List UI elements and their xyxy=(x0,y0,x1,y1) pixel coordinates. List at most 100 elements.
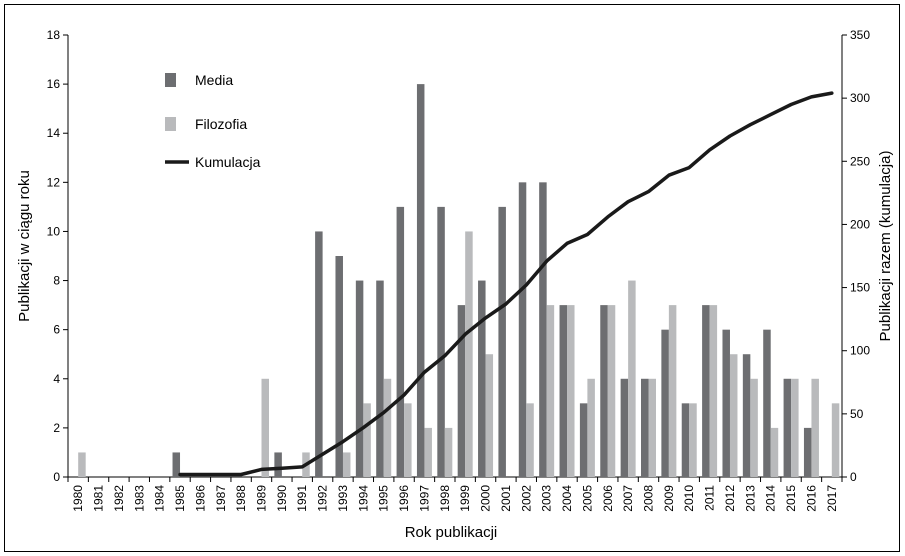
x-tick-label: 1980 xyxy=(71,485,85,512)
axes-group: 0 2 4 6 8 10 12 14 16 18 0 50 100 150 200 250 300 350 1980… xyxy=(47,28,871,512)
legend-label-media: Media xyxy=(195,72,233,88)
y2-tick-label: 250 xyxy=(850,154,870,168)
bar-filozofia-2017 xyxy=(831,403,840,477)
bar-media-2009 xyxy=(661,329,669,477)
bar-filozofia-1998 xyxy=(444,427,453,477)
y2-tick-label: 150 xyxy=(850,281,870,295)
bar-filozofia-2006 xyxy=(607,305,616,477)
y-tick-label: 6 xyxy=(53,323,60,337)
y-tick-label: 16 xyxy=(47,77,61,91)
y2-tick-label: 0 xyxy=(850,470,857,484)
y-tick-label: 18 xyxy=(47,28,61,42)
bar-filozofia-2004 xyxy=(567,305,575,477)
bar-filozofia-2008 xyxy=(648,378,656,477)
bar-media-1997 xyxy=(416,84,425,477)
x-tick-label: 2003 xyxy=(540,485,554,512)
x-tick-label: 2006 xyxy=(601,485,615,512)
bar-filozofia-1994 xyxy=(363,403,371,477)
bar-filozofia-2003 xyxy=(546,305,555,477)
x-tick-label: 2002 xyxy=(519,485,533,512)
x-axis-label: Rok publikacji xyxy=(405,524,498,541)
legend-label-kumulacja: Kumulacja xyxy=(195,154,261,170)
bar-media-2013 xyxy=(742,354,751,477)
bar-media-2000 xyxy=(478,280,486,477)
bar-filozofia-1996 xyxy=(404,403,412,477)
x-tick-label: 2005 xyxy=(580,485,594,512)
bar-filozofia-2013 xyxy=(750,378,758,477)
bar-media-2005 xyxy=(579,403,588,477)
x-tick-label: 1983 xyxy=(132,485,146,512)
x-tick-label: 2007 xyxy=(621,485,635,512)
bar-media-1993 xyxy=(335,256,343,477)
x-tick-label: 1988 xyxy=(234,485,248,512)
bars-group xyxy=(78,84,840,478)
x-tick-label: 2004 xyxy=(560,485,574,512)
y2-tick-label: 100 xyxy=(850,344,870,358)
bar-filozofia-2009 xyxy=(668,305,677,477)
bar-media-1994 xyxy=(355,280,364,477)
x-tick-label: 1984 xyxy=(153,485,167,512)
bar-filozofia-2000 xyxy=(485,354,494,477)
y-tick-label: 0 xyxy=(53,470,60,484)
x-tick-label: 1990 xyxy=(275,485,289,512)
bar-filozofia-2012 xyxy=(729,354,738,477)
bar-media-2010 xyxy=(681,403,690,477)
y-tick-label: 4 xyxy=(53,372,60,386)
x-tick-label: 2012 xyxy=(723,485,737,512)
x-tick-label: 1989 xyxy=(255,485,269,512)
y2-tick-label: 350 xyxy=(850,28,870,42)
y-tick-label: 14 xyxy=(47,126,61,140)
x-tick-label: 1991 xyxy=(295,485,309,512)
x-tick-label: 1987 xyxy=(214,485,228,512)
bar-media-1990 xyxy=(274,452,282,477)
bar-filozofia-1980 xyxy=(78,452,86,477)
bar-media-2007 xyxy=(620,378,629,477)
x-tick-label: 2001 xyxy=(499,485,513,512)
x-tick-label: 1998 xyxy=(438,485,452,512)
x-tick-label: 2017 xyxy=(825,485,839,512)
y-axis-label: Publikacji w ciągu roku xyxy=(16,170,33,322)
line-kumulacja xyxy=(178,91,834,477)
x-tick-label: 2014 xyxy=(764,485,778,512)
x-tick-label: 1986 xyxy=(193,485,207,512)
bar-filozofia-2014 xyxy=(770,427,779,477)
bar-media-2008 xyxy=(641,378,649,477)
x-tick-label: 2013 xyxy=(743,485,757,512)
legend-swatch-media xyxy=(165,73,176,87)
bar-filozofia-1997 xyxy=(424,427,432,477)
bar-media-2016 xyxy=(803,427,812,477)
x-tick-label: 1992 xyxy=(316,485,330,512)
bar-media-2012 xyxy=(722,329,730,477)
bar-media-1998 xyxy=(437,206,445,477)
bar-media-2006 xyxy=(600,305,608,477)
x-tick-label: 1995 xyxy=(377,485,391,512)
y2-tick-label: 300 xyxy=(850,91,870,105)
bar-media-1996 xyxy=(396,206,405,477)
cumulative-line-group xyxy=(178,91,834,477)
legend-swatch-filozofia xyxy=(165,117,176,131)
bar-media-2001 xyxy=(498,206,506,477)
bar-media-2014 xyxy=(763,329,771,477)
bar-filozofia-2007 xyxy=(628,280,636,477)
bar-filozofia-1989 xyxy=(261,378,269,477)
bar-filozofia-2011 xyxy=(709,305,718,477)
x-tick-label: 1985 xyxy=(173,485,187,512)
x-tick-label: 1996 xyxy=(397,485,411,512)
bar-filozofia-2016 xyxy=(811,378,819,477)
x-tick-label: 1993 xyxy=(336,485,350,512)
bar-filozofia-2002 xyxy=(526,403,534,477)
bar-media-2011 xyxy=(702,305,710,477)
bar-filozofia-2005 xyxy=(587,378,595,477)
bar-media-2004 xyxy=(559,305,568,477)
y2-tick-label: 200 xyxy=(850,217,870,231)
x-tick-label: 2010 xyxy=(682,485,696,512)
x-tick-label: 2016 xyxy=(804,485,818,512)
x-tick-label: 2011 xyxy=(703,485,717,511)
x-tick-label: 2008 xyxy=(642,485,656,512)
bar-filozofia-1995 xyxy=(383,378,392,477)
bar-media-1992 xyxy=(315,231,323,477)
x-tick-label: 1981 xyxy=(92,485,106,512)
bar-media-1995 xyxy=(376,280,384,477)
x-tick-label: 2015 xyxy=(784,485,798,512)
y2-axis-label: Publikacji razem (kumulacja) xyxy=(877,151,894,342)
